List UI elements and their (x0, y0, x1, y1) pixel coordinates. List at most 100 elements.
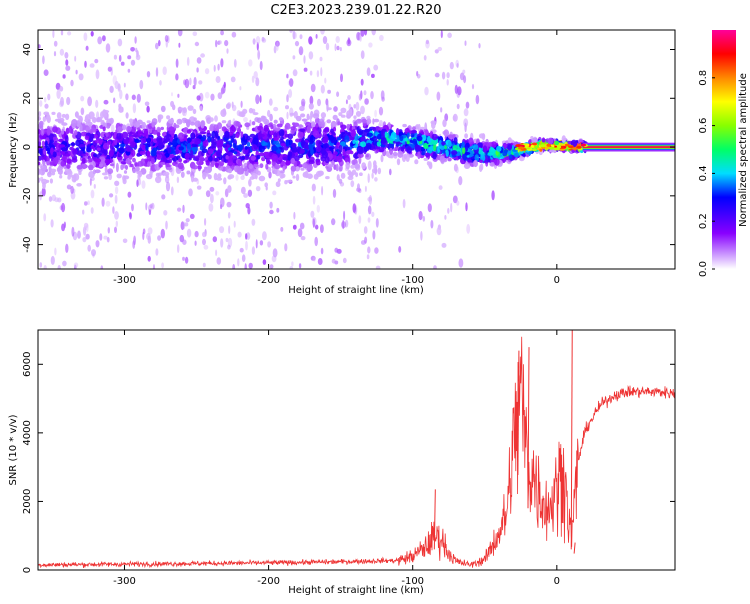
spectrogram-cell (473, 159, 478, 168)
spectrogram-cell (118, 54, 122, 62)
spectrogram-cell (101, 197, 105, 207)
spectrogram-cell (439, 155, 445, 163)
spectrogram-cell (321, 185, 324, 196)
spectrogram-cell (311, 217, 317, 226)
spectrogram-cell (312, 113, 320, 119)
spectrogram-cell (456, 63, 459, 68)
spectrogram-cell (355, 110, 362, 117)
spectrogram-cell (340, 73, 343, 83)
spectrogram-cell (269, 264, 274, 269)
spectrogram-cell (255, 239, 258, 249)
spectrogram-cell (107, 131, 112, 139)
spectrogram-cell (292, 122, 296, 126)
spectrogram-cell (220, 197, 225, 208)
spectrogram-cell (92, 140, 96, 146)
spectrogram-cell (85, 233, 90, 240)
spectrogram-cell (275, 181, 281, 188)
colorbar: 0.0 0.2 0.4 0.6 0.8 Normalized spectral ampl… (698, 30, 749, 277)
spectrogram-cell (62, 74, 66, 79)
spectrogram-cell (90, 127, 97, 133)
spectrogram-cell (438, 139, 443, 148)
spectrogram-cell (47, 93, 51, 101)
spectrogram-cell (389, 168, 392, 176)
spectrogram-cell (471, 83, 475, 90)
y-tick-label: 0 (22, 144, 33, 150)
spectrogram-cell (54, 247, 57, 256)
spectrogram-cell (217, 63, 220, 71)
spectrogram-cell (334, 247, 339, 253)
spectrogram-cell (117, 147, 125, 153)
spectrogram-cell (467, 159, 473, 163)
spectrogram-cell (117, 83, 121, 93)
spectrogram-cell (141, 121, 147, 130)
spectrogram-cell (530, 144, 534, 148)
spectrogram-cell (331, 131, 336, 136)
chart-title: C2E3.2023.239.01.22.R20 (270, 3, 441, 18)
spectrogram-cell (367, 205, 372, 215)
spectrogram-cell (257, 49, 261, 60)
spectrogram-cell (178, 132, 185, 140)
spectrogram-cell (125, 158, 131, 165)
spectrogram-cell (273, 45, 277, 54)
spectrogram-cell (337, 121, 341, 125)
spectrogram-cell (110, 131, 114, 136)
spectrogram-cell (441, 242, 447, 248)
spectrogram-cell (114, 180, 120, 186)
spectrogram-cell (356, 126, 360, 134)
spectrogram-cell (237, 258, 240, 267)
spectrogram-cell (420, 231, 423, 241)
spectrogram-cell (475, 94, 480, 105)
spectrogram-cell (310, 255, 316, 261)
spectrogram-cell (514, 152, 519, 158)
spectrogram-cell (436, 226, 442, 236)
spectrogram-cell (247, 189, 253, 197)
spectrogram-cell (576, 145, 582, 149)
spectrogram-cell (121, 131, 129, 139)
spectrogram-cell (338, 145, 343, 153)
spectrogram-cell (214, 157, 218, 162)
spectrogram-cell (38, 44, 41, 49)
spectrogram-cell (301, 98, 306, 107)
spectrogram-cell (118, 103, 122, 109)
spectrogram-cell (255, 186, 261, 192)
spectrogram-cell (165, 166, 172, 171)
spectrogram-cell (269, 113, 273, 122)
spectrogram-cell (292, 175, 296, 179)
spectrogram-cell (165, 174, 169, 179)
spectrogram-cell (411, 129, 417, 134)
spectrogram-cell (243, 117, 248, 123)
spectrogram-cell (114, 139, 118, 146)
spectrogram-cell (371, 172, 374, 179)
spectrogram-cell (141, 180, 146, 189)
spectrogram-cell (434, 49, 439, 54)
spectrogram-cell (73, 129, 78, 136)
spectrogram-cell (230, 76, 236, 83)
spectrogram-cell (262, 231, 267, 241)
spectrogram-cell (486, 142, 492, 147)
spectrogram-cell (402, 123, 407, 128)
spectrogram-cell (207, 136, 212, 143)
spectrogram-cell (534, 145, 539, 149)
spectrogram-cell (59, 100, 64, 108)
spectrogram-cell (114, 226, 117, 233)
spectrogram-cell (367, 217, 371, 223)
x-tick-label: -300 (113, 275, 136, 286)
spectrogram-cell (463, 108, 469, 117)
spectrogram-cell (259, 95, 262, 103)
spectrogram-cell (157, 155, 162, 161)
spectrogram-cell (525, 143, 530, 147)
spectrogram-cell (149, 203, 153, 209)
spectrogram-cell (564, 143, 570, 147)
spectrogram-cell (303, 55, 306, 64)
spectrogram-cell (127, 55, 132, 60)
spectrogram-cell (325, 147, 330, 152)
spectrogram-cell (68, 125, 73, 134)
spectrogram-cell (531, 148, 537, 152)
spectrogram-cell (196, 67, 199, 73)
spectrogram-cell (87, 200, 90, 205)
spectrogram-cell (561, 135, 566, 143)
spectrogram-cell (245, 240, 248, 251)
spectrogram-cell (218, 40, 222, 45)
spectrogram-cell (51, 111, 56, 115)
spectrogram-cell (275, 40, 280, 47)
